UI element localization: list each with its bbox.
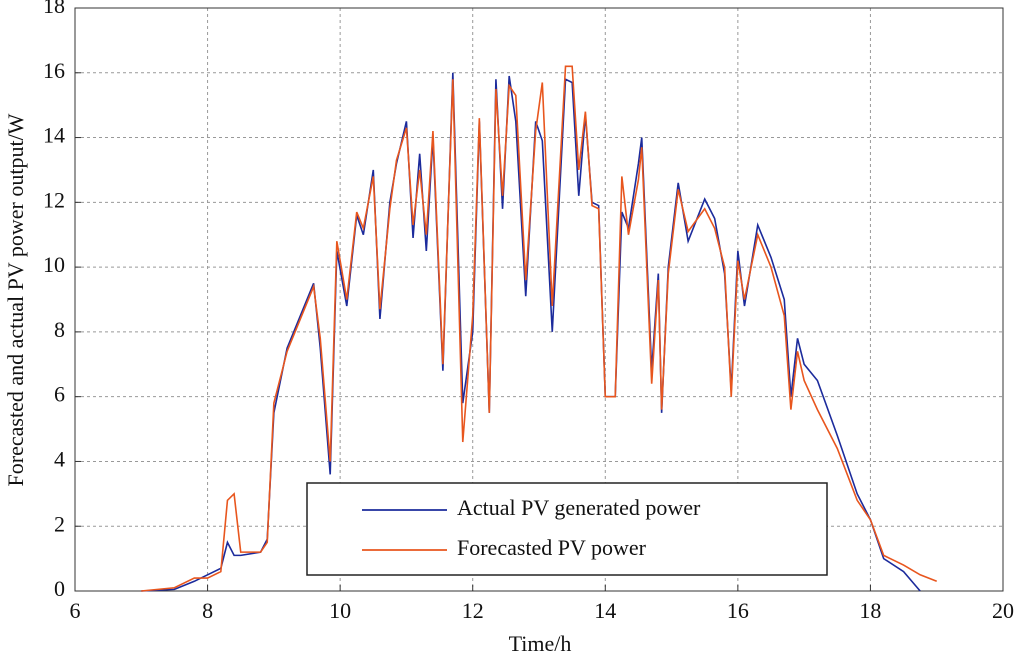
x-axis-label: Time/h	[509, 631, 572, 656]
x-tick-label: 6	[70, 598, 81, 623]
x-tick-label: 12	[462, 598, 484, 623]
x-tick-label: 16	[727, 598, 749, 623]
x-tick-label: 20	[992, 598, 1014, 623]
x-tick-label: 14	[594, 598, 616, 623]
y-axis-label: Forecasted and actual PV power output/W	[3, 113, 28, 486]
y-tick-label: 6	[54, 382, 65, 407]
y-tick-label: 12	[43, 187, 65, 212]
legend-label: Forecasted PV power	[457, 535, 647, 560]
x-tick-label: 18	[859, 598, 881, 623]
y-tick-label: 16	[43, 58, 65, 83]
y-tick-label: 14	[43, 123, 65, 148]
data-line	[141, 65, 938, 592]
y-tick-label: 8	[54, 317, 65, 342]
y-tick-label: 4	[54, 446, 65, 471]
y-tick-label: 0	[54, 576, 65, 601]
y-tick-label: 2	[54, 511, 65, 536]
y-tick-label: 18	[43, 0, 65, 18]
legend-label: Actual PV generated power	[457, 495, 701, 520]
x-tick-label: 8	[202, 598, 213, 623]
legend-box	[306, 482, 828, 576]
plot-frame	[74, 7, 1004, 592]
y-tick-label: 10	[43, 252, 65, 277]
x-tick-label: 10	[329, 598, 351, 623]
